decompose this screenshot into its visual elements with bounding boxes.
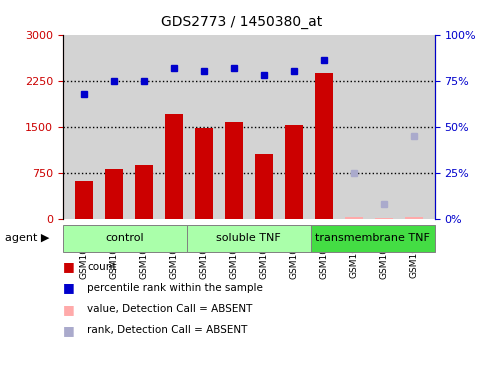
Bar xyxy=(135,166,153,219)
Bar xyxy=(311,225,435,252)
Text: value, Detection Call = ABSENT: value, Detection Call = ABSENT xyxy=(87,304,252,314)
Bar xyxy=(225,122,243,219)
Bar xyxy=(405,217,423,219)
Bar xyxy=(75,181,93,219)
Text: soluble TNF: soluble TNF xyxy=(216,233,281,243)
Bar xyxy=(105,169,123,219)
Text: ■: ■ xyxy=(63,303,74,316)
Bar xyxy=(375,218,393,219)
Text: ■: ■ xyxy=(63,260,74,273)
Bar xyxy=(187,225,311,252)
Bar xyxy=(345,217,363,219)
Bar xyxy=(195,128,213,219)
Bar xyxy=(315,73,333,219)
Text: count: count xyxy=(87,262,116,272)
Bar xyxy=(285,126,303,219)
Text: agent ▶: agent ▶ xyxy=(5,233,49,243)
Text: ■: ■ xyxy=(63,281,74,295)
Text: control: control xyxy=(105,233,144,243)
Text: percentile rank within the sample: percentile rank within the sample xyxy=(87,283,263,293)
Text: rank, Detection Call = ABSENT: rank, Detection Call = ABSENT xyxy=(87,325,247,335)
Bar xyxy=(165,114,183,219)
Text: transmembrane TNF: transmembrane TNF xyxy=(315,233,430,243)
Bar xyxy=(255,154,273,219)
Bar xyxy=(63,225,187,252)
Text: GDS2773 / 1450380_at: GDS2773 / 1450380_at xyxy=(161,15,322,29)
Text: ■: ■ xyxy=(63,324,74,337)
